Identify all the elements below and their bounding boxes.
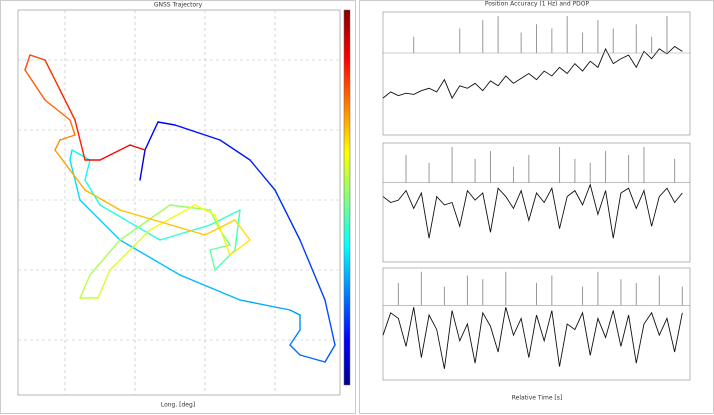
trajectory-segment [139, 149, 146, 181]
trajectory-segment [84, 179, 101, 206]
plot-frame [382, 142, 691, 263]
accuracy-line [382, 45, 683, 100]
trajectory-segment [54, 149, 71, 171]
trajectory-segment [84, 189, 121, 211]
right-panel [359, 0, 714, 414]
trajectory-segment [299, 354, 326, 363]
plot-frame [382, 11, 691, 136]
trajectory-segment [204, 219, 236, 236]
trajectory-segment [69, 149, 73, 161]
trajectory-segment [59, 89, 76, 121]
trajectory-segment [54, 139, 61, 151]
trajectory-segment [289, 329, 301, 346]
trajectory-segment [324, 344, 336, 363]
trajectory-segment [44, 99, 71, 121]
trajectory-segment [71, 149, 91, 161]
colorbar [343, 9, 351, 386]
trajectory-segment [79, 199, 121, 241]
trajectory-segment [79, 274, 91, 299]
plot-frame [17, 9, 341, 396]
trajectory-segment [29, 54, 46, 61]
trajectory-segment [89, 239, 121, 276]
chart-title: GNSS Trajectory [154, 2, 203, 9]
plot-frame [382, 267, 691, 381]
trajectory-segment [69, 119, 76, 136]
trajectory-segment [234, 219, 251, 241]
accuracy-line [382, 183, 683, 239]
left-panel [0, 0, 356, 414]
trajectory-segment [97, 269, 111, 299]
trajectory-segment [119, 239, 181, 276]
trajectory-segment [274, 189, 301, 241]
trajectory-segment [144, 121, 159, 151]
trajectory-segment [194, 204, 216, 216]
trajectory-segment [209, 249, 216, 271]
trajectory-segment [289, 344, 301, 356]
trajectory-segment [119, 209, 206, 236]
trajectory-segment [24, 54, 31, 71]
trajectory-segment [74, 119, 86, 161]
trajectory-segment [229, 239, 251, 256]
trajectory-segment [234, 209, 241, 251]
trajectory-segment [179, 274, 241, 301]
trajectory-segment [249, 159, 276, 191]
trajectory-segment [99, 204, 161, 241]
accuracy-line [382, 307, 683, 369]
trajectory-segment [84, 159, 91, 181]
trajectory-segment [157, 121, 176, 126]
chart-title: Position Accuracy (1 Hz) and PDOP [485, 1, 590, 8]
trajectory-segment [99, 144, 131, 161]
trajectory-segment [239, 299, 291, 311]
trajectory-segment [129, 144, 146, 151]
trajectory-segment [299, 239, 326, 301]
x-axis-label: Long. [deg] [161, 402, 195, 409]
trajectory-segment [69, 169, 86, 191]
trajectory-segment [174, 124, 221, 141]
trajectory-segment [59, 134, 76, 141]
trajectory-segment [214, 214, 231, 256]
grid [18, 10, 340, 395]
trajectory-segment [69, 159, 81, 201]
trajectory-segment [44, 59, 61, 91]
trajectory-segment [209, 209, 241, 226]
trajectory-segment [119, 204, 171, 241]
trajectory-segment [324, 299, 336, 346]
x-axis-label: Relative Time [s] [512, 395, 563, 402]
trajectory-segment [109, 229, 151, 271]
trajectory-segment [24, 69, 46, 101]
trajectory-segment [149, 204, 196, 231]
trajectory-segment [289, 309, 301, 316]
trajectory-segment [219, 139, 251, 161]
trajectory-segment [159, 224, 211, 241]
